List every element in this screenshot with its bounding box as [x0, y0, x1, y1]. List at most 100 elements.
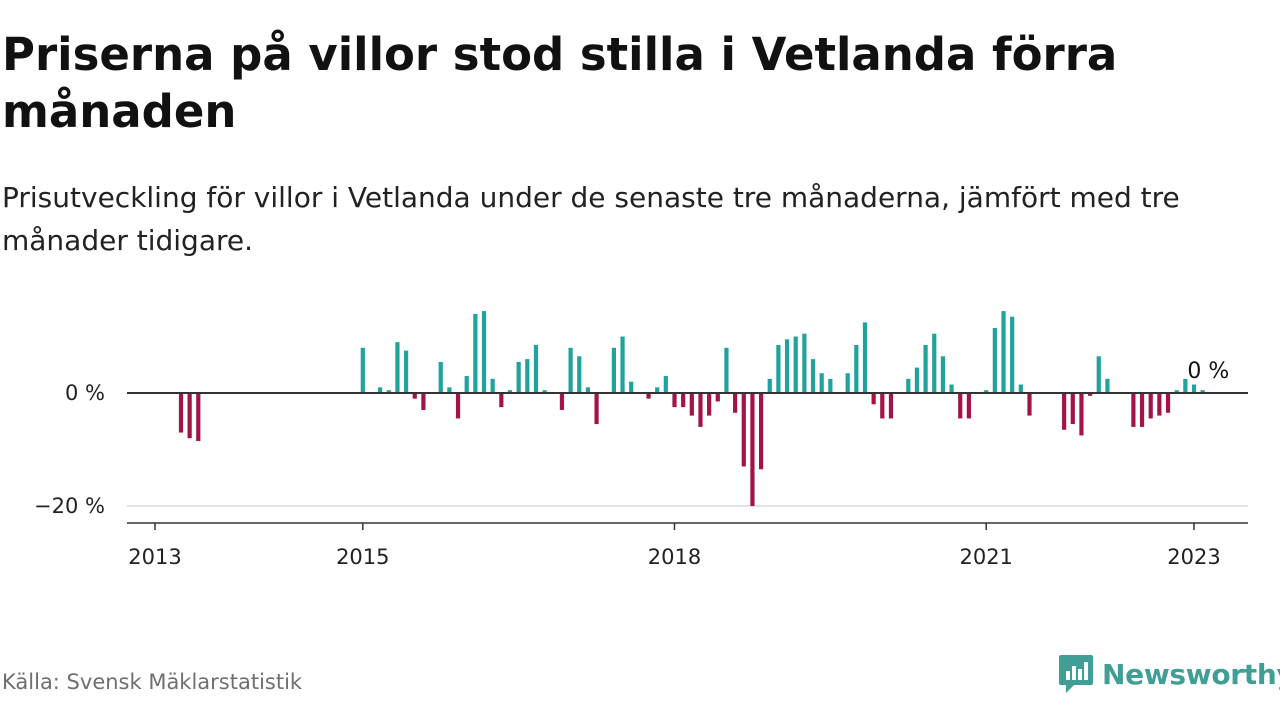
- bar: [646, 393, 651, 399]
- newsworthy-logo-icon: [1059, 655, 1093, 693]
- bar: [395, 342, 400, 393]
- bar: [932, 333, 937, 393]
- source-note: Källa: Svensk Mäklarstatistik: [2, 670, 303, 694]
- newsworthy-logo: Newsworthy: [1058, 652, 1280, 696]
- chart-title: Priserna på villor stod stilla i Vetland…: [2, 28, 1118, 138]
- bar: [1183, 378, 1188, 394]
- y-tick-label: −20 %: [34, 494, 105, 518]
- bar: [819, 373, 824, 393]
- bar: [1105, 378, 1110, 394]
- bar: [1131, 393, 1136, 427]
- bar: [828, 378, 833, 394]
- bar: [481, 311, 487, 393]
- bar: [1139, 393, 1145, 427]
- bar: [178, 393, 184, 433]
- x-tick-label: 2021: [959, 545, 1012, 569]
- bar: [594, 393, 599, 425]
- bar: [758, 393, 764, 470]
- bar: [802, 333, 807, 393]
- bar: [1165, 393, 1171, 413]
- bar: [655, 387, 660, 393]
- bar: [1027, 393, 1032, 416]
- bar: [888, 393, 894, 419]
- bar: [689, 393, 694, 416]
- bar: [1018, 384, 1023, 393]
- last-value-label: 0 %: [1187, 359, 1229, 384]
- bar: [1001, 311, 1006, 393]
- bar: [698, 393, 703, 427]
- bar: [880, 393, 885, 419]
- bar: [958, 393, 963, 419]
- bar: [992, 328, 997, 393]
- bar: [187, 393, 192, 439]
- bar: [360, 347, 365, 393]
- bar: [750, 393, 755, 506]
- bar: [1062, 393, 1067, 430]
- bar: [784, 339, 790, 393]
- bar: [854, 344, 859, 393]
- bar: [490, 378, 495, 394]
- bar: [1079, 393, 1084, 436]
- bar: [559, 393, 565, 410]
- bar: [196, 393, 201, 442]
- bar: [741, 393, 746, 467]
- bar: [464, 376, 469, 393]
- bar: [568, 347, 573, 393]
- bar: [577, 356, 582, 393]
- bar: [1096, 356, 1101, 393]
- bars-layer: [178, 311, 1205, 506]
- bar: [629, 381, 634, 393]
- bar: [906, 378, 911, 394]
- x-tick-label: 2015: [336, 545, 389, 569]
- bar: [412, 393, 417, 399]
- chart-subtitle: Prisutveckling för villor i Vetlanda und…: [2, 181, 1180, 257]
- bar: [1174, 390, 1179, 393]
- bar: [499, 393, 504, 408]
- bar: [949, 384, 954, 393]
- bar: [681, 393, 686, 408]
- bar: [707, 393, 712, 416]
- bar: [940, 356, 946, 393]
- bar: [507, 390, 513, 393]
- axis-layer: 0 % −20 % 2013 2015 2018 2021 2023 0 %: [34, 359, 1248, 569]
- bar: [542, 390, 547, 393]
- bar: [1157, 393, 1162, 416]
- y-tick-label: 0 %: [65, 381, 105, 405]
- bar: [421, 393, 426, 410]
- bar: [715, 393, 720, 402]
- brand-name: Newsworthy: [1102, 657, 1280, 691]
- bar: [663, 376, 668, 393]
- bar: [455, 393, 461, 419]
- x-tick-label: 2018: [648, 545, 701, 569]
- bar: [810, 359, 816, 393]
- bar: [966, 393, 971, 419]
- bar: [1191, 384, 1197, 393]
- bar: [1070, 393, 1075, 425]
- bar: [871, 393, 876, 405]
- bar: [1010, 316, 1015, 393]
- bar: [525, 359, 530, 393]
- bar: [1148, 393, 1153, 419]
- bar: [984, 390, 989, 393]
- bar: [516, 361, 521, 393]
- bar: [447, 387, 452, 393]
- bar: [724, 347, 729, 393]
- bar: [585, 387, 591, 393]
- x-tick-label: 2013: [128, 545, 181, 569]
- bar: [767, 378, 772, 394]
- bar: [438, 361, 443, 393]
- bar: [386, 390, 391, 393]
- bar: [611, 347, 616, 393]
- bar: [533, 344, 539, 393]
- bar: [1088, 393, 1093, 396]
- bar: [733, 393, 738, 413]
- bar: [473, 313, 478, 393]
- bar: [862, 322, 868, 394]
- x-tick-label: 2023: [1167, 545, 1220, 569]
- bar: [793, 336, 798, 393]
- bar: [403, 350, 409, 394]
- bar: [672, 393, 677, 408]
- bar: [923, 344, 928, 393]
- bar: [1200, 390, 1205, 393]
- bar: [914, 367, 920, 393]
